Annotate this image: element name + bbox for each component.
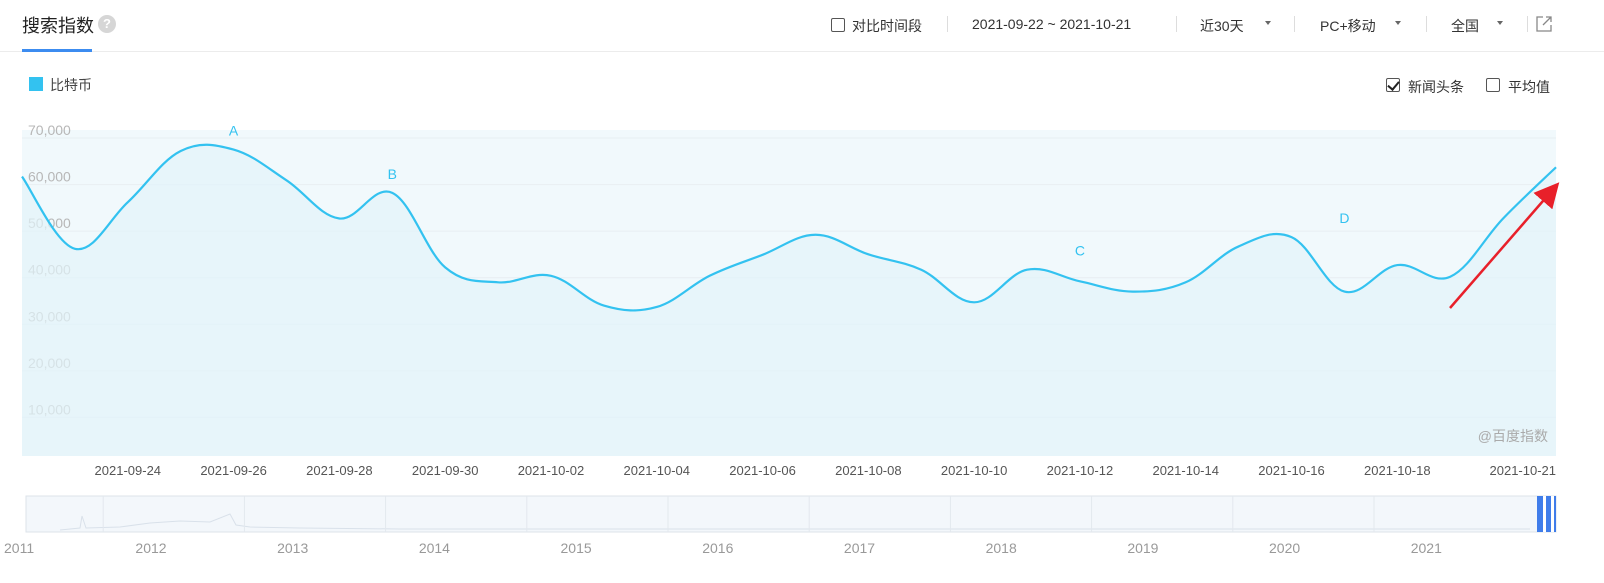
navigator-year-label: 2015 — [561, 540, 592, 556]
navigator-year-label: 2012 — [135, 540, 166, 556]
page-title: 搜索指数 — [22, 16, 94, 36]
x-tick-label: 2021-09-26 — [200, 463, 267, 478]
question-icon[interactable]: ? — [98, 15, 116, 33]
time-navigator[interactable]: 2011 2012 2013 2014 2015 2016 2017 2018 2019 2020… — [4, 495, 1557, 556]
compare-period-checkbox[interactable] — [831, 18, 845, 32]
chevron-down-icon[interactable] — [1265, 21, 1271, 25]
compare-period-label[interactable]: 对比时间段 — [852, 18, 922, 34]
annotation-label[interactable]: A — [229, 123, 239, 139]
separator — [1527, 16, 1528, 32]
active-tab-underline — [22, 49, 92, 52]
navigator-year-label: 2013 — [277, 540, 308, 556]
separator — [1426, 16, 1427, 32]
separator — [1294, 16, 1295, 32]
y-tick-label: 70,000 — [28, 122, 71, 138]
external-link-icon[interactable] — [1535, 15, 1553, 33]
navigator-handle-right[interactable] — [1551, 496, 1554, 532]
navigator-year-label: 2016 — [702, 540, 733, 556]
watermark: @百度指数 — [1478, 428, 1548, 444]
trend-arrow — [1449, 182, 1560, 309]
average-label[interactable]: 平均值 — [1508, 79, 1550, 95]
navigator-year-label: 2017 — [844, 540, 875, 556]
x-tick-label: 2021-09-24 — [95, 463, 162, 478]
toolbar: 搜索指数 ? 对比时间段 2021-09-22 ~ 2021-10-21 近30… — [0, 0, 1604, 52]
separator — [1176, 16, 1177, 32]
navigator-handle-left[interactable] — [1543, 496, 1546, 532]
news-headline-label[interactable]: 新闻头条 — [1408, 79, 1464, 95]
x-tick-label: 2021-10-02 — [518, 463, 585, 478]
x-tick-label: 2021-09-30 — [412, 463, 479, 478]
x-tick-label: 2021-10-10 — [941, 463, 1008, 478]
series-line-bitcoin[interactable] — [21, 143, 1557, 312]
series-area-fill — [22, 144, 1556, 456]
region-dropdown[interactable]: 全国 — [1451, 18, 1479, 34]
x-tick-label: 2021-10-12 — [1047, 463, 1114, 478]
y-tick-label: 60,000 — [28, 169, 71, 185]
x-tick-label: 2021-10-04 — [624, 463, 691, 478]
period-dropdown[interactable]: 近30天 — [1200, 18, 1244, 34]
x-tick-label: 2021-10-16 — [1258, 463, 1325, 478]
navigator-year-label: 2011 — [4, 540, 34, 556]
date-range-picker[interactable]: 2021-09-22 ~ 2021-10-21 — [972, 16, 1132, 32]
annotation-label[interactable]: D — [1339, 210, 1349, 226]
x-tick-label: 2021-10-06 — [729, 463, 796, 478]
navigator-year-label: 2021 — [1411, 540, 1442, 556]
x-tick-label: 2021-10-08 — [835, 463, 902, 478]
legend-swatch-bitcoin — [29, 77, 43, 91]
navigator-year-label: 2018 — [986, 540, 1017, 556]
news-headline-checkbox[interactable] — [1386, 78, 1400, 92]
x-tick-label: 2021-10-18 — [1364, 463, 1431, 478]
separator — [947, 16, 948, 32]
device-dropdown[interactable]: PC+移动 — [1320, 18, 1376, 34]
navigator-year-label: 2014 — [419, 540, 450, 556]
x-tick-label: 2021-09-28 — [306, 463, 373, 478]
chevron-down-icon[interactable] — [1395, 21, 1401, 25]
x-tick-label: 2021-10-21 — [1490, 463, 1557, 478]
average-checkbox[interactable] — [1486, 78, 1500, 92]
navigator-year-label: 2019 — [1127, 540, 1158, 556]
legend-label-bitcoin[interactable]: 比特币 — [50, 77, 92, 93]
navigator-year-label: 2020 — [1269, 540, 1300, 556]
annotation-label[interactable]: B — [388, 166, 397, 182]
annotation-label[interactable]: C — [1075, 243, 1085, 259]
x-tick-label: 2021-10-14 — [1152, 463, 1219, 478]
chevron-down-icon[interactable] — [1497, 21, 1503, 25]
